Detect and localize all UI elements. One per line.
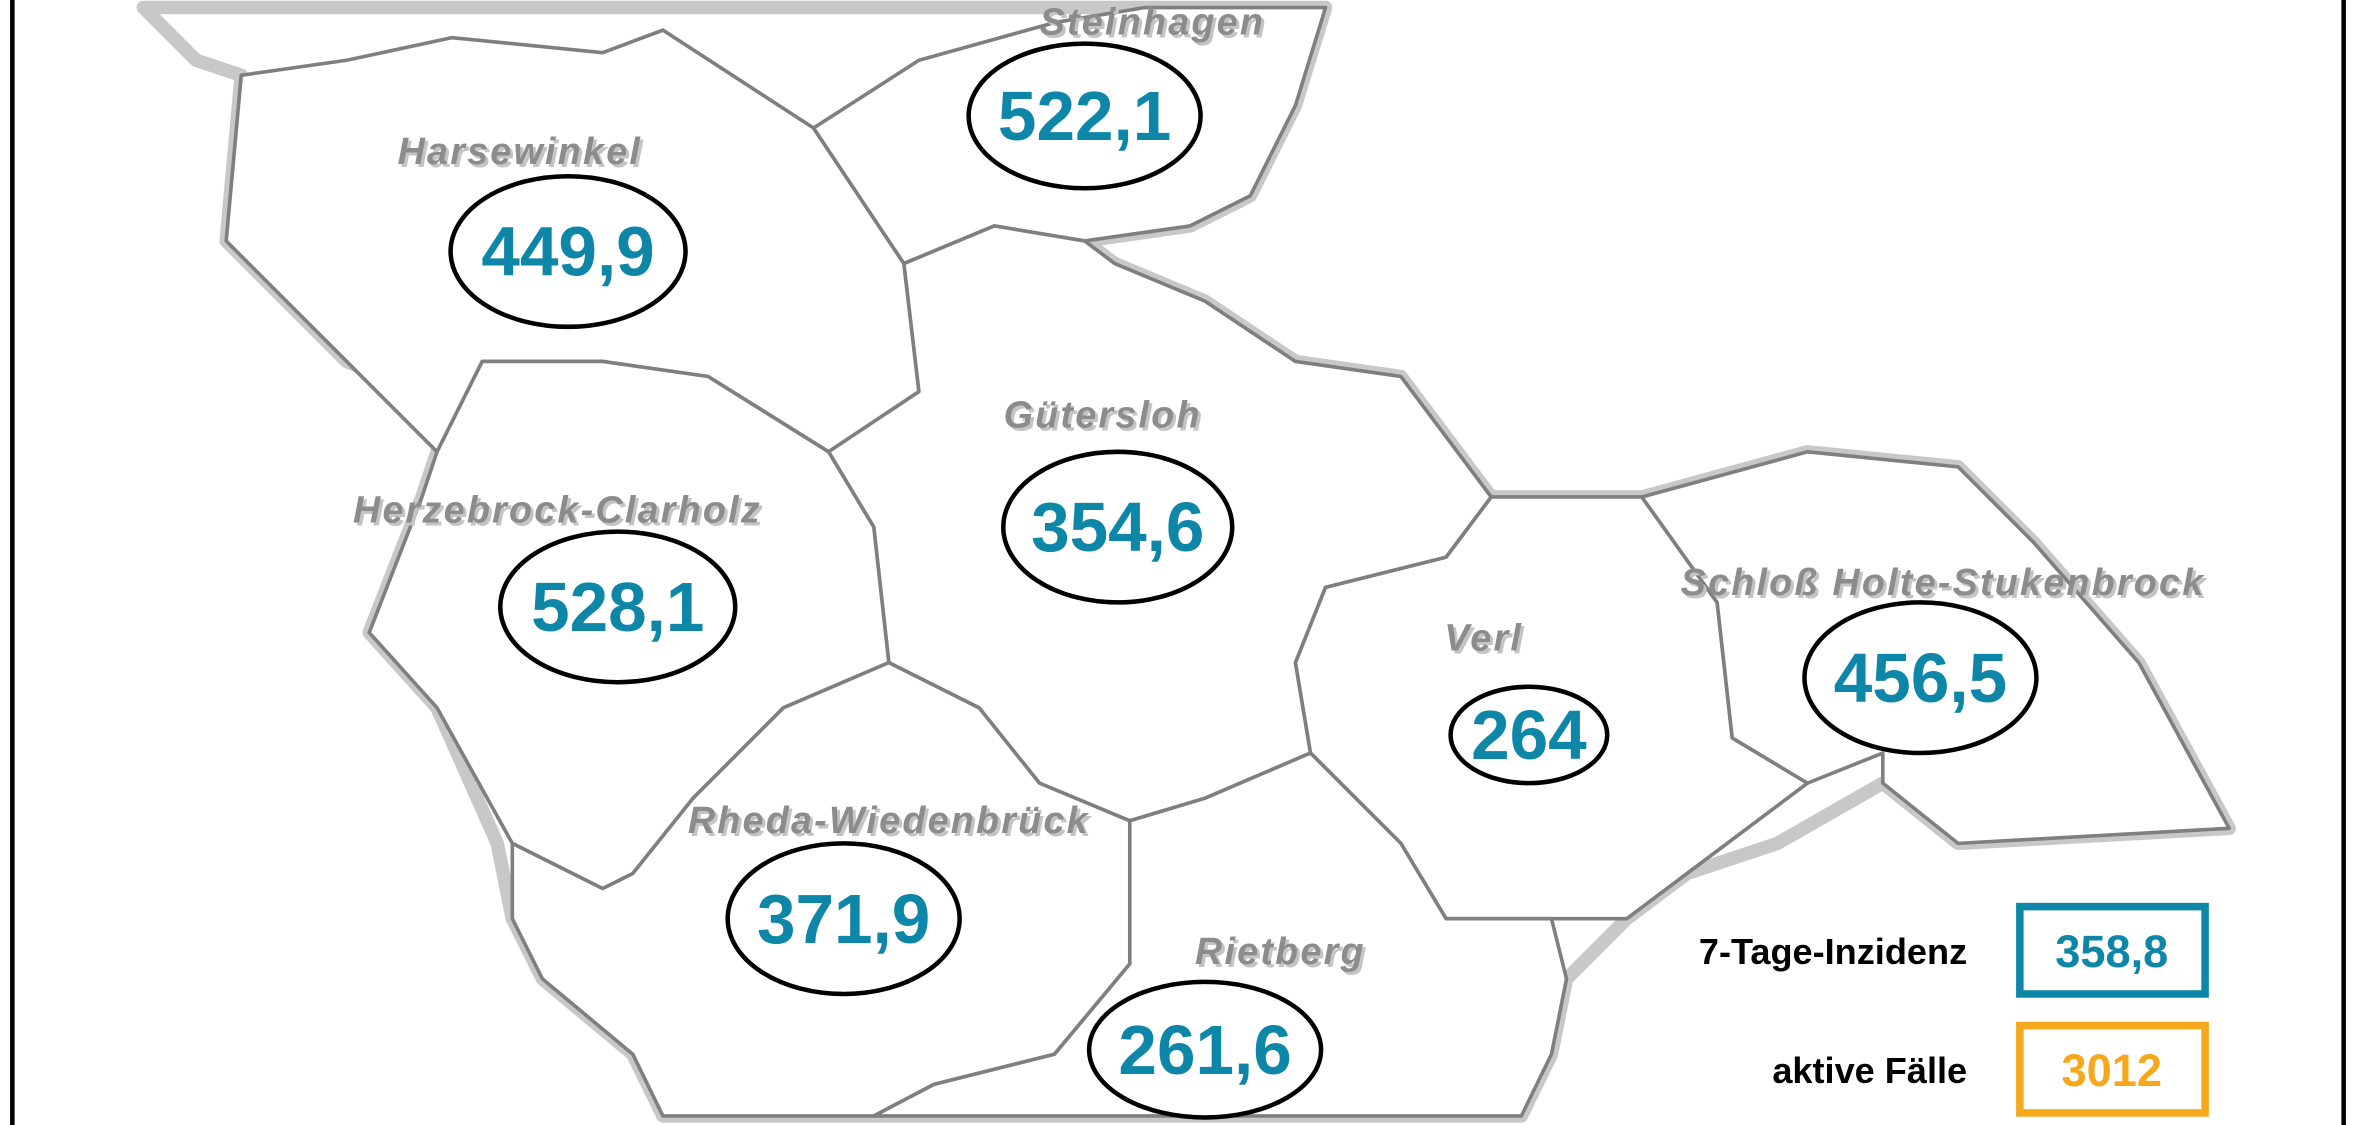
region-name: Verl xyxy=(1444,617,1523,659)
region-value: 354,6 xyxy=(1031,488,1204,566)
region-name: Steinhagen xyxy=(1040,1,1265,43)
region-value: 264 xyxy=(1471,696,1587,774)
legend-active-box xyxy=(2016,1021,2209,1117)
value-ellipse xyxy=(1802,600,2039,756)
value-ellipse xyxy=(498,529,738,685)
value-ellipse xyxy=(725,841,962,997)
region-value: 371,9 xyxy=(757,880,930,958)
region-value: 528,1 xyxy=(531,568,704,646)
region-label-herzebrock-clarholz: Herzebrock-Clarholz 528,1 xyxy=(353,489,762,685)
legend-incidence-value: 358,8 xyxy=(2055,926,2168,977)
legend-incidence-box xyxy=(2016,902,2209,998)
region-label-rheda-wiedenbrueck: Rheda-Wiedenbrück 371,9 xyxy=(688,799,1090,997)
region-label-rietberg: Rietberg 261,6 xyxy=(1086,930,1366,1120)
legend-active-label: aktive Fälle xyxy=(1772,1050,1967,1091)
value-ellipse xyxy=(448,173,688,330)
legend: 7-Tage-Inzidenz 358,8 aktive Fälle 3012 xyxy=(1699,902,2209,1117)
region-name: Gütersloh xyxy=(1004,394,1202,436)
legend-active-value: 3012 xyxy=(2061,1045,2162,1096)
region-label-schloss-holte-stukenbrock: Schloß Holte-Stukenbrock 456,5 xyxy=(1681,561,2206,756)
region-name: Rheda-Wiedenbrück xyxy=(688,799,1090,841)
region-label-guetersloh: Gütersloh 354,6 xyxy=(1001,394,1235,605)
region-label-verl: Verl 264 xyxy=(1444,617,1610,786)
region-name: Herzebrock-Clarholz xyxy=(353,489,762,531)
region-value: 449,9 xyxy=(481,213,654,291)
legend-incidence-label: 7-Tage-Inzidenz xyxy=(1699,931,1967,972)
region-value: 261,6 xyxy=(1118,1011,1291,1089)
region-label-steinhagen: Steinhagen 522,1 xyxy=(966,1,1265,191)
region-value: 456,5 xyxy=(1834,639,2007,717)
region-name: Harsewinkel xyxy=(398,130,643,172)
value-ellipse xyxy=(966,41,1203,191)
region-name: Schloß Holte-Stukenbrock xyxy=(1681,561,2206,603)
value-ellipse xyxy=(1001,449,1235,605)
region-rietberg xyxy=(871,751,1569,1118)
value-ellipse xyxy=(1448,684,1610,786)
region-value: 522,1 xyxy=(998,77,1171,155)
region-label-harsewinkel: Harsewinkel 449,9 xyxy=(398,130,688,330)
region-name: Rietberg xyxy=(1195,930,1366,972)
value-ellipse xyxy=(1086,979,1324,1120)
